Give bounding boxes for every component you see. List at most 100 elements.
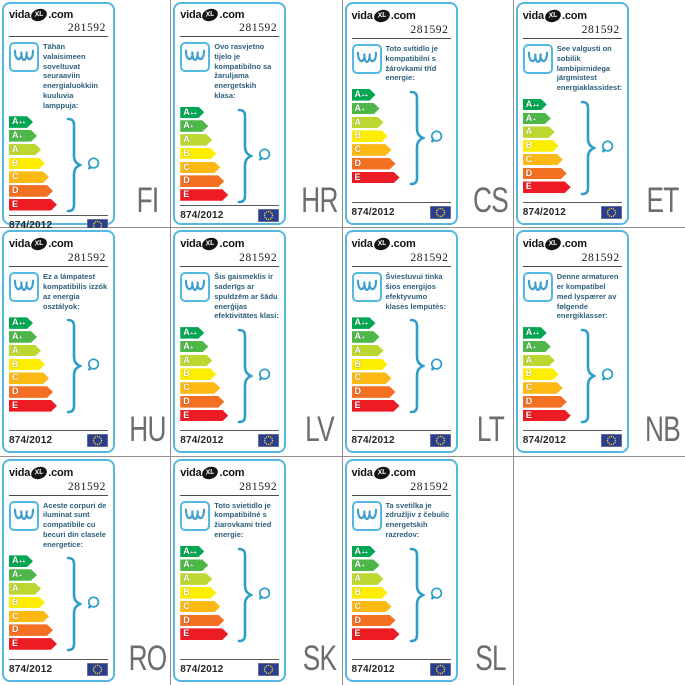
energy-class-letter: C (183, 161, 190, 172)
energy-class-arrow-c: C (9, 611, 49, 623)
language-code: HU (129, 409, 167, 449)
label-cell: vida XL .com 281592 Ovo rasvjetno tijelo… (171, 0, 343, 229)
energy-class-arrow-a: A (9, 144, 41, 156)
energy-class-arrow-e: E (180, 410, 228, 422)
compatibility-description: See valgusti on sobilik lambipirnidega j… (556, 44, 623, 92)
energy-class-arrow-b: B (352, 359, 388, 371)
regulation-number: 874/2012 (351, 207, 395, 218)
luminaire-icon-box (9, 500, 39, 531)
energy-class-arrow-e: E (523, 410, 571, 422)
energy-class-arrow-a: A (180, 355, 212, 367)
brand-suffix: .com (219, 238, 245, 251)
luminaire-icon-box (9, 272, 39, 303)
energy-class-letter: E (12, 400, 19, 411)
energy-class-sup: + (190, 124, 194, 131)
energy-class-arrow-a: A (9, 583, 41, 595)
energy-class-letter: A (12, 130, 19, 141)
energy-class-arrow-b: B (180, 148, 216, 160)
label-footer: 874/2012 (522, 202, 622, 219)
bulb-icon (87, 157, 100, 170)
energy-class-arrow-e: E (352, 628, 400, 640)
energy-class-arrow-c: C (352, 372, 392, 384)
bulb-icon (430, 358, 442, 372)
brand-prefix: vida (180, 466, 202, 479)
product-number: 281592 (351, 23, 451, 39)
luminaire-icon (527, 51, 548, 64)
energy-arrow-stack: A ++ A + A B C D E (523, 327, 622, 421)
energy-class-arrow-e: E (9, 400, 57, 412)
brace-icon (580, 100, 596, 196)
brand-prefix: vida (9, 238, 31, 251)
luminaire-icon (13, 49, 35, 62)
energy-class-sup: ++ (19, 321, 26, 328)
energy-class-arrow-e: E (9, 638, 57, 650)
brand-xl-mark: XL (372, 465, 391, 480)
product-number: 281592 (9, 480, 108, 496)
energy-class-letter: A (354, 559, 361, 570)
energy-class-letter: A (12, 555, 19, 566)
energy-label-card: vida XL .com 281592 See valgusti on sobi… (515, 2, 629, 225)
energy-class-letter: B (525, 140, 533, 151)
energy-class-letter: D (183, 395, 190, 406)
eu-flag (600, 434, 622, 448)
brand-logo: vida XL .com (352, 237, 451, 252)
energy-class-arrow-e: E (180, 189, 228, 201)
energy-class-letter: B (12, 596, 19, 607)
energy-class-sup: + (361, 335, 365, 342)
energy-class-letter: A (12, 143, 19, 154)
label-footer: 874/2012 (351, 430, 451, 448)
energy-class-letter: A (354, 545, 361, 556)
language-code: LV (304, 409, 334, 449)
energy-scale: A ++ A + A B C D E (9, 555, 108, 653)
energy-class-arrow-e: E (9, 199, 57, 211)
energy-class-letter: A (525, 126, 533, 137)
brand-logo: vida XL .com (523, 8, 622, 24)
energy-class-arrow-ap: A + (180, 341, 208, 353)
info-row: Aceste corpuri de iluminat sunt compatib… (9, 500, 108, 550)
luminaire-icon-box (180, 500, 211, 531)
energy-scale: A ++ A + A B C D E (352, 546, 451, 644)
luminaire-icon-box (522, 272, 553, 303)
energy-class-arrow-app: A ++ (180, 327, 204, 339)
brand-prefix: vida (180, 238, 202, 251)
empty-cell (513, 456, 685, 685)
regulation-number: 874/2012 (351, 435, 395, 447)
label-footer: 874/2012 (9, 430, 108, 448)
compatibility-description: Šviestuvui tinka šios energijos efektyvu… (385, 272, 446, 311)
energy-class-arrow-d: D (9, 185, 53, 197)
energy-arrow-stack: A ++ A + A B C D E (180, 327, 279, 421)
brand-xl-mark: XL (201, 7, 220, 23)
brand-logo: vida XL .com (180, 465, 279, 480)
energy-class-arrow-d: D (523, 168, 567, 180)
luminaire-icon (356, 279, 377, 292)
energy-class-letter: D (12, 386, 19, 397)
compatibility-description: Aceste corpuri de iluminat sunt compatib… (43, 500, 107, 549)
label-footer: 874/2012 (9, 658, 108, 676)
label-footer: 874/2012 (522, 430, 622, 448)
bulb-icon (259, 147, 271, 161)
energy-class-sup: + (532, 344, 536, 351)
energy-class-letter: A (525, 340, 533, 351)
language-code: RO (128, 638, 168, 678)
eu-flag (258, 662, 280, 676)
energy-class-arrow-a: A (352, 345, 384, 357)
energy-class-letter: A (183, 134, 190, 145)
energy-class-arrow-a: A (352, 573, 384, 585)
eu-flag (429, 662, 451, 676)
brand-xl-mark: XL (372, 237, 391, 252)
energy-arrow-stack: A ++ A + A B C D E (352, 546, 451, 640)
brand-xl-mark: XL (30, 465, 48, 480)
energy-class-sup: ++ (190, 549, 197, 556)
label-cell: vida XL .com 281592 Šviestuvui tinka šio… (342, 228, 514, 457)
energy-label-card: vida XL .com 281592 Ta svetilka je združ… (344, 458, 458, 682)
energy-arrow-stack: A ++ A + A B C D E (180, 546, 279, 640)
energy-class-sup: ++ (190, 331, 197, 338)
luminaire-icon (185, 279, 206, 292)
product-number: 281592 (9, 251, 108, 268)
energy-label-card: vida XL .com 281592 Aceste corpuri de il… (2, 458, 115, 682)
bulb-icon (87, 596, 100, 610)
energy-class-arrow-b: B (352, 130, 388, 142)
energy-class-arrow-app: A ++ (180, 107, 204, 119)
energy-class-sup: ++ (361, 321, 368, 328)
info-row: Ez a lámpatest kompatibilis izzók az ene… (9, 272, 108, 311)
